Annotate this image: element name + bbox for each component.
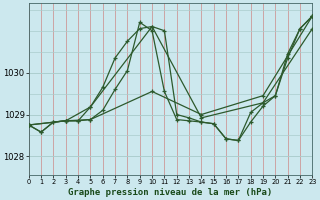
X-axis label: Graphe pression niveau de la mer (hPa): Graphe pression niveau de la mer (hPa)	[68, 188, 273, 197]
